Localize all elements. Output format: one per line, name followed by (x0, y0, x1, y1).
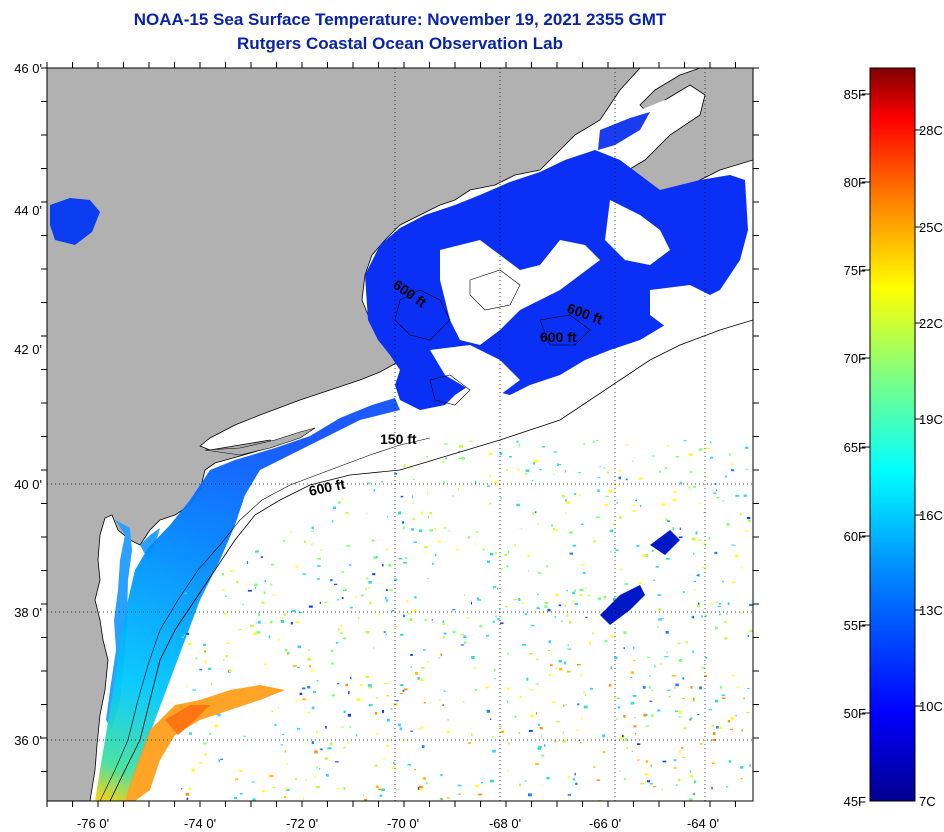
delaware-bay (140, 528, 160, 560)
contour-150ft (99, 437, 431, 801)
colorbar-c-label: 10C (919, 699, 943, 714)
contour-label: 600 ft (540, 329, 577, 345)
longitude-labels: -76 0' -74 0' -72 0' -70 0' -68 0' -66 0… (77, 816, 719, 831)
graticule (47, 68, 753, 801)
lon-label: -76 0' (77, 816, 109, 831)
lon-label: -68 0' (489, 816, 521, 831)
colorbar-c-label: 19C (919, 412, 943, 427)
lon-label: -74 0' (184, 816, 216, 831)
gulf-stream-warm-core (165, 705, 210, 735)
map-title: NOAA-15 Sea Surface Temperature: Novembe… (133, 10, 667, 29)
bay-of-fundy-sst (598, 112, 650, 150)
latitude-labels: 46 0' 44 0' 42 0' 40 0' 38 0' 36 0' (14, 61, 42, 748)
lon-label: -66 0' (589, 816, 621, 831)
colorbar-f-label: 80F (844, 175, 866, 190)
cloud-gap (440, 240, 600, 345)
colorbar-f-label: 55F (844, 618, 866, 633)
colorbar-c-label: 25C (919, 220, 943, 235)
shelf-sst (95, 398, 400, 801)
colorbar-c-label: 16C (919, 508, 943, 523)
contour-gulf-of-maine (394, 269, 591, 406)
cloud-gap (650, 285, 720, 330)
lat-label: 46 0' (14, 61, 42, 76)
colorbar-f-label: 60F (844, 529, 866, 544)
lat-label: 38 0' (14, 605, 42, 620)
long-island (204, 427, 316, 456)
map-subtitle: Rutgers Coastal Ocean Observation Lab (237, 34, 563, 53)
colorbar-c-label: 22C (919, 316, 943, 331)
colorbar-f-label: 50F (844, 706, 866, 721)
offshore-cold-patch (600, 585, 645, 625)
colorbar-f-label: 65F (844, 440, 866, 455)
bay-of-fundy (585, 95, 695, 170)
lat-label: 42 0' (14, 342, 42, 357)
contour-600ft (109, 319, 753, 801)
colorbar-c-label: 7C (919, 794, 936, 809)
lat-label: 40 0' (14, 477, 42, 492)
lon-label: -72 0' (286, 816, 318, 831)
colorbar-c-labels: 28C 25C 22C 19C 16C 13C 10C 7C (919, 123, 943, 809)
colorbar-f-label: 75F (844, 263, 866, 278)
lat-label: 44 0' (14, 203, 42, 218)
lake-ontario (50, 198, 100, 245)
offshore-sst-speckles (180, 440, 753, 801)
axis-ticks (41, 62, 759, 807)
cloud-gap (605, 200, 670, 265)
colorbar-f-label: 70F (844, 351, 866, 366)
colorbar-c-label: 28C (919, 123, 943, 138)
contour-label: 600 ft (307, 476, 346, 499)
colorbar-ticks (862, 93, 922, 714)
map-area (47, 68, 753, 801)
contour-label: 150 ft (380, 431, 417, 447)
lon-label: -70 0' (387, 816, 419, 831)
colorbar-f-label: 45F (844, 794, 866, 809)
lat-label: 36 0' (14, 733, 42, 748)
colorbar-c-label: 13C (919, 603, 943, 618)
colorbar-f-label: 85F (844, 87, 866, 102)
colorbar-f-labels: 85F 80F 75F 70F 65F 60F 55F 50F 45F (844, 87, 866, 809)
land-us (47, 68, 641, 801)
cloud-gap (430, 345, 520, 395)
map-frame (46, 67, 754, 802)
lon-label: -64 0' (687, 816, 719, 831)
chesapeake-bay (106, 520, 132, 730)
offshore-cold-patch (650, 530, 680, 555)
colorbar (869, 67, 916, 802)
